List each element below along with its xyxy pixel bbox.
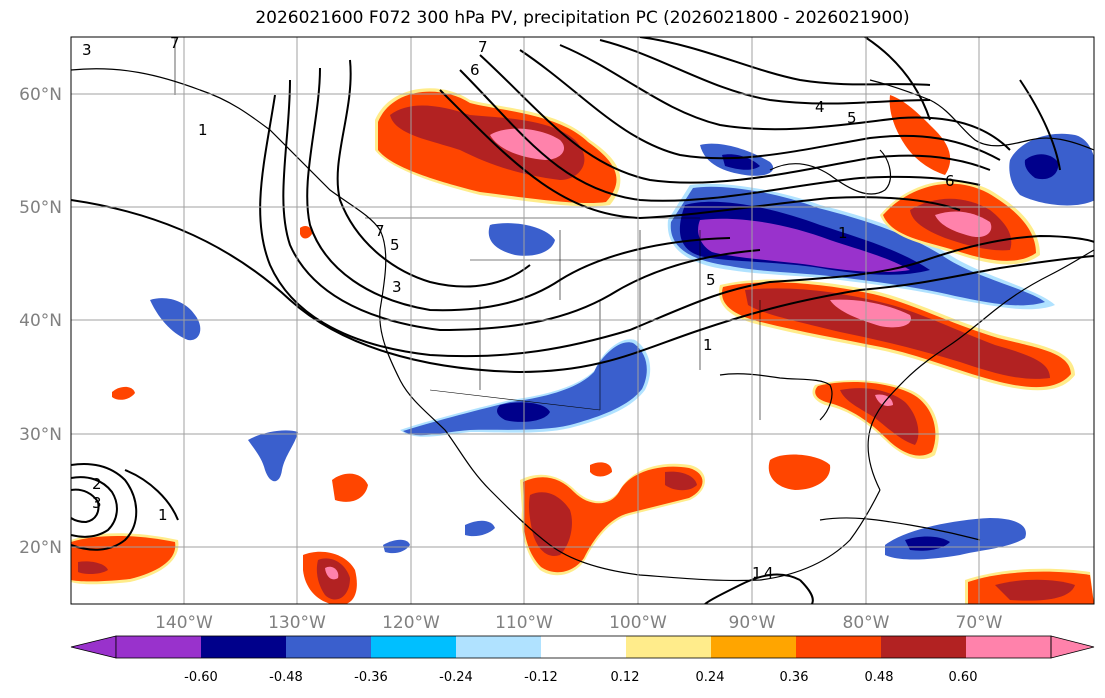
colorbar-tick-label: -0.24 xyxy=(439,670,473,685)
pv-label: 7 xyxy=(478,38,488,56)
precip-negative-pacific xyxy=(383,539,410,554)
lat-label: 60°N xyxy=(19,85,62,105)
lat-label: 30°N xyxy=(19,425,62,445)
lon-label: 130°W xyxy=(268,613,326,633)
precip-positive-gulf xyxy=(768,454,831,490)
colorbar-tick-label: -0.48 xyxy=(269,670,303,685)
lon-label: 80°W xyxy=(843,613,890,633)
colorbar-swatch xyxy=(966,636,1051,658)
colorbar-extend-max xyxy=(1050,635,1095,659)
pv-label: 1 xyxy=(158,506,168,524)
colorbar-tick-label: 0.36 xyxy=(780,670,809,685)
pv-label: 1 xyxy=(752,564,762,582)
latitude-labels: 60°N 50°N 40°N 30°N 20°N xyxy=(19,85,62,558)
pv-label: 2 xyxy=(92,475,102,493)
lon-label: 70°W xyxy=(956,613,1003,633)
colorbar-swatch xyxy=(881,636,966,658)
precip-positive-mexico xyxy=(528,492,572,556)
lat-label: 50°N xyxy=(19,198,62,218)
precip-positive-nw-canada xyxy=(490,128,565,160)
lon-label: 110°W xyxy=(495,613,553,633)
pv-label: 5 xyxy=(847,109,857,127)
precip-positive-atlantic-se xyxy=(995,579,1075,601)
pv-label: 3 xyxy=(92,494,102,512)
pv-label: 3 xyxy=(392,278,402,296)
precip-negative-pacific xyxy=(465,520,495,537)
precip-positive-southeast xyxy=(840,388,919,445)
pv-label: 4 xyxy=(815,98,825,116)
colorbar-tick-label: 0.24 xyxy=(696,670,725,685)
pv-label: 5 xyxy=(706,271,716,289)
lat-label: 40°N xyxy=(19,311,62,331)
gridlines xyxy=(71,37,1094,604)
lon-label: 90°W xyxy=(729,613,776,633)
colorbar-swatch xyxy=(796,636,881,658)
pv-label: 1 xyxy=(703,336,713,354)
pv-label: 7 xyxy=(375,222,385,240)
precip-positive-east-us xyxy=(745,288,1050,379)
precip-positive-pacific xyxy=(325,566,339,580)
precip-negative-pacific xyxy=(248,430,298,482)
precip-positive-mexico xyxy=(523,466,703,573)
pv-label: 6 xyxy=(470,61,480,79)
precip-positive-pacific xyxy=(112,386,135,400)
colorbar xyxy=(70,635,1095,659)
colorbar-swatch xyxy=(116,636,201,658)
precip-negative-pacific xyxy=(150,298,201,341)
colorbar-swatch xyxy=(201,636,286,658)
colorbar-tick-label: -0.12 xyxy=(524,670,558,685)
lon-label: 120°W xyxy=(382,613,440,633)
colorbar-tick-label: 0.48 xyxy=(865,670,894,685)
longitude-labels: 140°W 130°W 120°W 110°W 100°W 90°W 80°W … xyxy=(155,613,1003,633)
colorbar-swatch xyxy=(711,636,796,658)
pv-contours xyxy=(71,37,1094,604)
lon-label: 100°W xyxy=(609,613,667,633)
precip-positive-east-canada xyxy=(935,211,992,238)
colorbar-extend-min xyxy=(70,635,117,659)
colorbar-swatch xyxy=(541,636,626,658)
pv-label: 4 xyxy=(764,564,774,582)
precip-positive-nw-canada xyxy=(390,105,585,180)
pv-label: 3 xyxy=(82,41,92,59)
pv-label: 6 xyxy=(945,172,955,190)
political-borders xyxy=(174,37,761,420)
colorbar-tick-label: 0.12 xyxy=(611,670,640,685)
colorbar-outline xyxy=(115,635,1052,659)
precip-positive-pacific-sw xyxy=(78,561,108,575)
colorbar-tick-label: -0.60 xyxy=(184,670,218,685)
colorbar-swatch xyxy=(286,636,371,658)
precip-negative-southwest xyxy=(403,342,647,436)
precip-positive-east-canada xyxy=(889,95,951,175)
pv-label: 7 xyxy=(170,34,180,52)
pv-label: 1 xyxy=(198,121,208,139)
colorbar-tick-labels: -0.60 -0.48 -0.36 -0.24 -0.12 0.12 0.24 … xyxy=(184,670,977,685)
precip-positive-pacific xyxy=(332,473,368,502)
precip-negative-labrador xyxy=(1024,154,1059,180)
map-title: 2026021600 F072 300 hPa PV, precipitatio… xyxy=(255,8,910,28)
precip-shading xyxy=(71,88,1094,604)
lat-label: 20°N xyxy=(19,538,62,558)
colorbar-swatch xyxy=(371,636,456,658)
precip-negative-pacific xyxy=(488,223,555,256)
pv-label: 1 xyxy=(838,224,848,242)
map-frame xyxy=(70,36,1095,605)
precip-negative-great-lakes xyxy=(698,218,910,273)
precip-positive-mexico xyxy=(590,462,612,477)
colorbar-tick-label: 0.60 xyxy=(949,670,978,685)
precip-positive-mexico xyxy=(665,471,697,491)
precip-positive-pacific xyxy=(300,226,312,239)
lon-label: 140°W xyxy=(155,613,213,633)
colorbar-swatch xyxy=(626,636,711,658)
colorbar-swatch xyxy=(456,636,541,658)
pv-contour-labels: 3 7 1 6 4 5 6 7 1 7 5 5 3 1 2 3 1 1 4 xyxy=(82,34,955,582)
pv-label: 5 xyxy=(390,236,400,254)
colorbar-tick-label: -0.36 xyxy=(354,670,388,685)
